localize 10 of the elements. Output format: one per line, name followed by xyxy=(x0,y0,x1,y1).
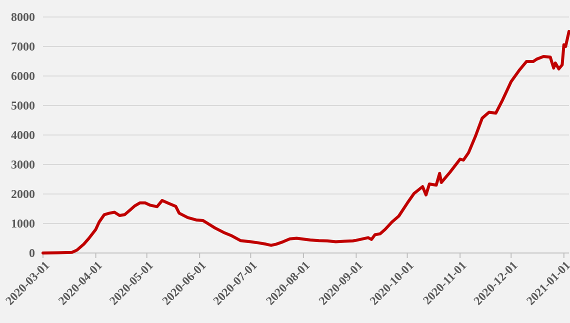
y-tick-label: 7000 xyxy=(11,40,35,54)
y-tick-label: 3000 xyxy=(11,158,35,172)
y-tick-label: 6000 xyxy=(11,69,35,84)
line-series xyxy=(42,30,570,254)
y-tick-label: 2000 xyxy=(11,187,35,202)
y-tick-label: 4000 xyxy=(11,128,35,142)
y-tick-label: 5000 xyxy=(11,98,35,113)
y-tick-label: 0 xyxy=(29,246,35,260)
y-tick-label: 1000 xyxy=(11,216,35,231)
y-tick-label: 8000 xyxy=(11,10,35,24)
